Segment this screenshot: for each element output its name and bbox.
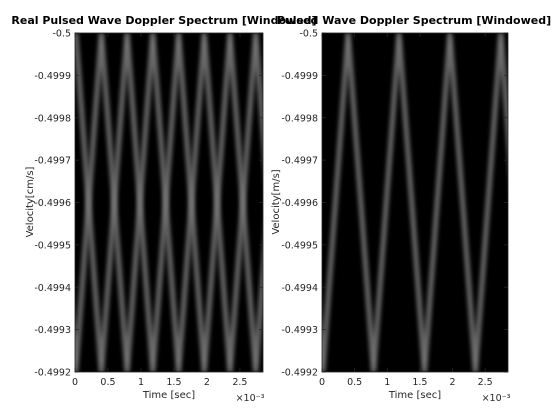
right-spectrum-axes: Pulsed Wave Doppler Spectrum [Windowed] … xyxy=(271,14,551,404)
x-tick-label: 2.5 xyxy=(478,377,493,388)
y-tick-label: -0.4995 xyxy=(34,240,71,251)
x-tick-label: 0 xyxy=(72,377,78,388)
y-tick-label: -0.4995 xyxy=(281,240,318,251)
x-tick-label: 1 xyxy=(138,377,144,388)
right-x-exponent: ×10⁻³ xyxy=(482,393,511,404)
y-tick-label: -0.4992 xyxy=(34,368,71,379)
right-y-ticks: -0.5 -0.4999 -0.4998 -0.4997 -0.4996 -0.4995 -… xyxy=(281,29,508,379)
y-tick-label: -0.5 xyxy=(299,29,318,40)
left-x-exponent: ×10⁻³ xyxy=(236,393,265,404)
left-plot-title: Real Pulsed Wave Doppler Spectrum [Windo… xyxy=(11,14,316,27)
y-tick-label: -0.4998 xyxy=(34,113,71,124)
left-spectrum-axes: Real Pulsed Wave Doppler Spectrum [Windo… xyxy=(11,14,316,404)
y-tick-label: -0.4999 xyxy=(281,71,318,82)
x-tick-label: 2.5 xyxy=(232,377,247,388)
x-tick-label: 0 xyxy=(319,377,325,388)
x-tick-label: 1.5 xyxy=(412,377,427,388)
y-tick-label: -0.4996 xyxy=(34,198,71,209)
left-x-ticks: 0 0.5 1 1.5 2 2.5 xyxy=(72,33,247,388)
x-tick-label: 2 xyxy=(204,377,210,388)
x-tick-label: 1 xyxy=(384,377,390,388)
y-tick-label: -0.4997 xyxy=(34,156,71,167)
y-tick-label: -0.4996 xyxy=(281,198,318,209)
x-tick-label: 2 xyxy=(450,377,456,388)
right-y-axis-label: Velocity[m/s] xyxy=(271,169,282,234)
y-tick-label: -0.4997 xyxy=(281,156,318,167)
y-tick-label: -0.4994 xyxy=(281,283,318,294)
y-tick-label: -0.4993 xyxy=(34,325,71,336)
right-x-ticks: 0 0.5 1 1.5 2 2.5 xyxy=(319,33,493,388)
y-tick-label: -0.5 xyxy=(52,29,71,40)
x-tick-label: 0.5 xyxy=(100,377,115,388)
y-tick-label: -0.4998 xyxy=(281,113,318,124)
y-tick-label: -0.4993 xyxy=(281,325,318,336)
y-tick-label: -0.4994 xyxy=(34,283,71,294)
x-tick-label: 0.5 xyxy=(347,377,362,388)
left-x-axis-label: Time [sec] xyxy=(142,390,195,401)
left-y-ticks: -0.5 -0.4999 -0.4998 -0.4997 -0.4996 -0.4995 -… xyxy=(34,29,263,379)
left-y-axis-label: Velocity[cm/s] xyxy=(25,166,36,237)
y-tick-label: -0.4999 xyxy=(34,71,71,82)
right-plot-title: Pulsed Wave Doppler Spectrum [Windowed] xyxy=(277,14,551,27)
x-tick-label: 1.5 xyxy=(166,377,181,388)
right-x-axis-label: Time [sec] xyxy=(388,390,441,401)
y-tick-label: -0.4992 xyxy=(281,368,318,379)
